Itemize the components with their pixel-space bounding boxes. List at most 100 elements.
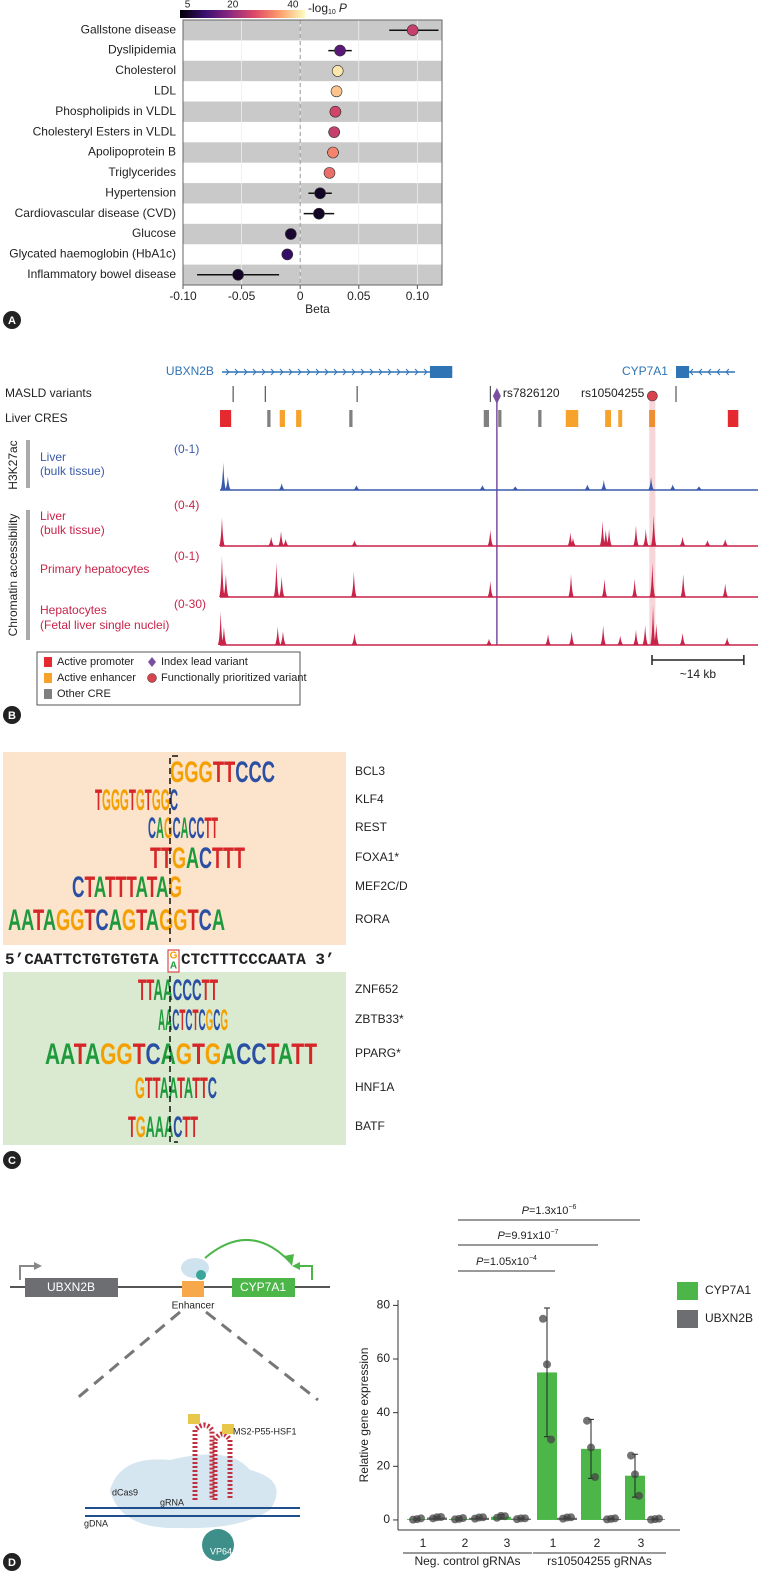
bar	[537, 1372, 557, 1520]
motif-name: BATF	[355, 1119, 385, 1133]
bar	[625, 1475, 645, 1520]
p-symbol: P	[522, 1205, 530, 1217]
row-label: LDL	[154, 84, 176, 98]
signal-peak	[487, 529, 494, 546]
motif-name: PPARG*	[355, 1046, 401, 1060]
signal-peak	[568, 631, 575, 645]
track-label: Liver	[40, 450, 66, 464]
signal-peak	[650, 514, 657, 546]
motif-name: ZNF652	[355, 982, 399, 996]
point	[232, 269, 244, 281]
legend-frame	[36, 651, 301, 706]
label-part: -log	[308, 1, 328, 15]
signal-peak	[217, 611, 224, 645]
zoom-line	[205, 1310, 319, 1402]
cre-box	[220, 410, 232, 427]
motif-name: FOXA1*	[355, 850, 399, 864]
replicate-point	[543, 1360, 551, 1369]
replicate-point	[479, 1513, 487, 1522]
signal-peak	[278, 576, 285, 597]
cre-box	[538, 410, 542, 427]
x-tick-label: 1	[420, 1536, 427, 1550]
grna-label: gRNA	[160, 1497, 184, 1507]
point	[281, 248, 294, 261]
x-tick-label: 0.10	[406, 289, 430, 303]
plot-frame	[182, 19, 443, 286]
panel-badge	[3, 706, 21, 724]
grna-loop	[192, 1422, 215, 1500]
arrow-head	[292, 1262, 300, 1270]
legend-symbol	[44, 689, 52, 699]
bar	[581, 1448, 601, 1520]
signal-peak	[601, 578, 608, 597]
motif-logo: AATAGGTCAGTAGGTCA	[8, 904, 225, 937]
signal-peak	[220, 626, 227, 645]
y-tick-label: 0	[383, 1512, 390, 1526]
strand-chevron	[279, 368, 284, 376]
signal-peak	[353, 485, 360, 490]
row-stripe	[183, 101, 442, 122]
vp64-icon	[196, 1270, 206, 1280]
x-axis-label: Beta	[305, 302, 330, 316]
gene-block	[675, 366, 690, 378]
label-part: P	[339, 1, 347, 15]
scale-bar	[651, 655, 745, 665]
vp64-label: VP64	[210, 1546, 232, 1556]
arrow-head	[34, 1262, 42, 1270]
signal-peak	[486, 638, 492, 645]
signal-peak	[220, 462, 227, 490]
x-tick-label: 1	[550, 1536, 557, 1550]
strand-chevron	[261, 368, 266, 376]
track-label: (bulk tissue)	[40, 464, 105, 478]
sequence: 5’CAATTCTGTGTGTA	[5, 951, 159, 969]
signal-peak	[642, 528, 649, 546]
signal-peak	[695, 486, 702, 490]
row-label: Glycated haemoglobin (HbA1c)	[9, 247, 176, 261]
vp64-shape	[202, 1529, 234, 1561]
variant-bracket	[169, 755, 178, 1143]
point	[285, 228, 297, 240]
legend-symbol	[148, 657, 156, 667]
group-bar	[26, 510, 30, 640]
signal-peak	[600, 479, 607, 490]
signal-peak	[642, 625, 649, 645]
prioritized-variant	[647, 390, 658, 402]
signal-peak	[567, 532, 574, 546]
group-label: Neg. control gRNAs	[414, 1554, 520, 1568]
point	[314, 187, 326, 200]
panel-badge	[3, 1151, 21, 1169]
x-tick-label: -0.05	[228, 289, 256, 303]
strand-chevron	[707, 368, 712, 376]
point	[331, 65, 344, 77]
signal-peak	[222, 574, 229, 597]
signal-peak	[650, 605, 657, 645]
signal-peak	[224, 476, 231, 490]
activator-label: MS2-P55-HSF1	[233, 1426, 297, 1436]
motif-name: ZBTB33*	[355, 1012, 404, 1026]
replicate-point	[611, 1514, 619, 1523]
signal-peak	[512, 486, 519, 490]
signal-peak	[704, 540, 711, 546]
strand-chevron	[396, 368, 401, 376]
signal-peak	[631, 578, 638, 597]
replicate-point	[521, 1514, 529, 1523]
row-label: Glucose	[132, 226, 176, 240]
row-label: Phospholipids in VLDL	[55, 104, 176, 118]
signal-peak	[351, 540, 358, 546]
replicate-point	[635, 1491, 643, 1500]
strand-chevron	[360, 368, 365, 376]
enhancer-label: Enhancer	[172, 1301, 215, 1312]
signal-peak	[584, 484, 591, 490]
p-symbol: P	[498, 1230, 506, 1242]
promoter-arrow	[296, 1265, 313, 1280]
activator-icon	[222, 1424, 234, 1434]
gene-label: CYP7A1	[622, 364, 668, 378]
x-tick-label: 3	[638, 1536, 645, 1550]
colorbar-tick-label: 20	[227, 0, 239, 11]
motif-logo: AATAGGTCAGTGACCTATT	[45, 1038, 317, 1071]
strand-chevron	[297, 368, 302, 376]
cre-box	[267, 410, 271, 427]
range-label: (0-4)	[174, 498, 199, 512]
replicate-point	[591, 1473, 599, 1482]
x-tick-label: 0.05	[347, 289, 371, 303]
